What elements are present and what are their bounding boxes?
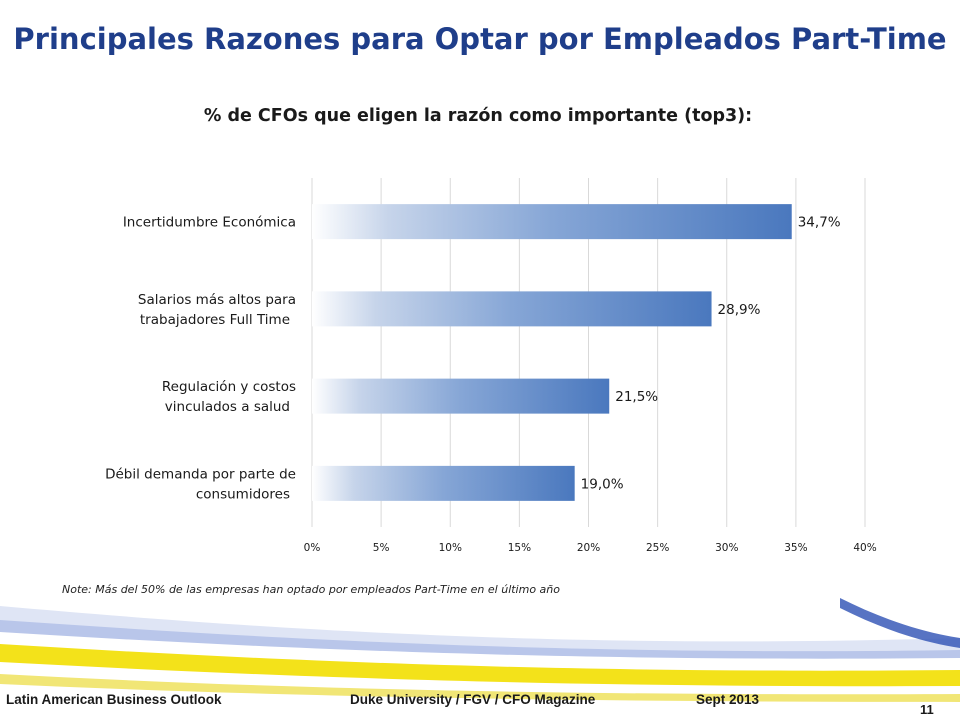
footnote: Note: Más del 50% de las empresas han op… (62, 583, 561, 596)
bar (312, 291, 712, 327)
footer-right: Sept 2013 (696, 692, 760, 707)
category-label-line: vinculados a salud (165, 399, 290, 415)
data-label: 21,5% (615, 389, 658, 405)
category-label-line: Débil demanda por parte de (105, 466, 296, 482)
labels: 0% 5% 10% 15% 20% 25% 30% 35% 40% 34,7% Incertidum… (105, 215, 877, 554)
data-label: 19,0% (581, 476, 624, 492)
x-tick-label: 40% (853, 542, 876, 554)
footer-stripes-graphic (0, 598, 960, 720)
data-label: 34,7% (798, 215, 841, 231)
bar (312, 465, 575, 501)
footer-center: Duke University / FGV / CFO Magazine (350, 692, 596, 707)
category-label-line: consumidores (196, 486, 290, 502)
page-number: 11 (920, 702, 934, 717)
page-title: Principales Razones para Optar por Emple… (13, 22, 947, 56)
bar (312, 204, 792, 240)
category-label: Regulación y costos vinculados a salud (162, 379, 296, 415)
footer-left: Latin American Business Outlook (6, 692, 222, 707)
bars (312, 204, 792, 501)
x-tick-label: 5% (373, 542, 390, 554)
data-label: 28,9% (718, 302, 761, 318)
x-tick-label: 0% (304, 542, 321, 554)
category-label-line: trabajadores Full Time (140, 312, 290, 328)
category-label-line: Incertidumbre Económica (123, 215, 296, 231)
category-label: Débil demanda por parte de consumidores (105, 466, 296, 502)
category-label-line: Salarios más altos para (138, 292, 296, 308)
category-label: Salarios más altos para trabajadores Full… (138, 292, 296, 328)
chart-title: % de CFOs que eligen la razón como impor… (203, 106, 753, 126)
category-label-line: Regulación y costos (162, 379, 296, 395)
category-label: Incertidumbre Económica (123, 215, 296, 231)
x-tick-label: 15% (508, 542, 531, 554)
x-tick-label: 30% (715, 542, 738, 554)
x-tick-label: 25% (646, 542, 669, 554)
bar-chart: 0% 5% 10% 15% 20% 25% 30% 35% 40% 34,7% Incertidum… (105, 178, 877, 554)
x-tick-label: 10% (439, 542, 462, 554)
bar (312, 378, 610, 414)
x-tick-label: 35% (784, 542, 807, 554)
x-tick-label: 20% (577, 542, 600, 554)
